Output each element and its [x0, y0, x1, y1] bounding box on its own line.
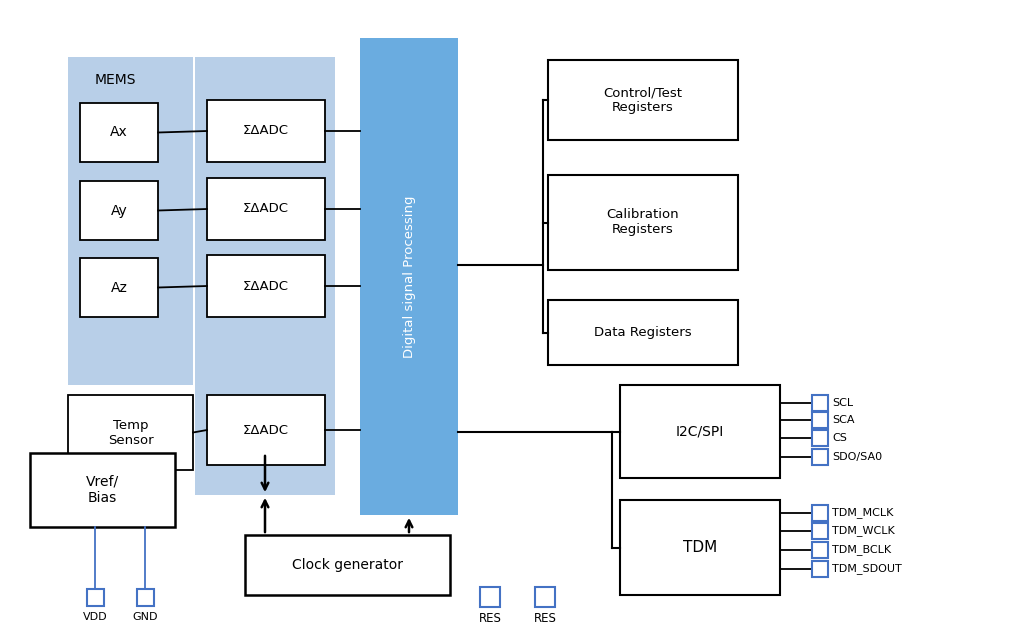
Bar: [535, 587, 555, 607]
Bar: [80, 258, 158, 317]
Text: TDM_WCLK: TDM_WCLK: [832, 526, 894, 536]
Text: RES: RES: [534, 613, 556, 625]
Bar: [480, 587, 500, 607]
Text: ΣΔADC: ΣΔADC: [243, 423, 289, 437]
Bar: [548, 60, 738, 140]
Text: SDO/SA0: SDO/SA0: [832, 452, 882, 462]
Text: Calibration
Registers: Calibration Registers: [607, 208, 680, 237]
Bar: [620, 500, 780, 595]
Text: I2C/SPI: I2C/SPI: [676, 425, 724, 439]
Text: Clock generator: Clock generator: [292, 558, 403, 572]
Text: Control/Test
Registers: Control/Test Registers: [604, 86, 683, 114]
Text: TDM_BCLK: TDM_BCLK: [832, 545, 891, 555]
Text: Ax: Ax: [110, 126, 128, 139]
Bar: [812, 523, 828, 539]
Text: VDD: VDD: [83, 612, 107, 622]
Text: ΣΔADC: ΣΔADC: [243, 203, 289, 216]
Bar: [86, 589, 103, 606]
Bar: [207, 100, 325, 162]
Text: Ay: Ay: [110, 204, 128, 218]
Text: TDM: TDM: [683, 540, 717, 555]
Bar: [812, 395, 828, 411]
Bar: [207, 255, 325, 317]
Text: SCL: SCL: [832, 398, 853, 408]
Bar: [245, 535, 450, 595]
Text: Temp
Sensor: Temp Sensor: [107, 418, 153, 447]
Bar: [812, 449, 828, 465]
Text: RES: RES: [478, 613, 501, 625]
Bar: [68, 395, 193, 470]
Text: GND: GND: [133, 612, 158, 622]
Bar: [812, 542, 828, 558]
Text: Vref/
Bias: Vref/ Bias: [86, 475, 120, 505]
Bar: [812, 430, 828, 446]
Bar: [68, 57, 193, 385]
Text: Digital signal Processing: Digital signal Processing: [402, 195, 415, 358]
Bar: [812, 412, 828, 428]
Text: TDM_MCLK: TDM_MCLK: [832, 507, 893, 519]
Text: ΣΔADC: ΣΔADC: [243, 124, 289, 138]
Bar: [548, 175, 738, 270]
Bar: [207, 395, 325, 465]
Text: MEMS: MEMS: [95, 73, 137, 87]
Bar: [620, 385, 780, 478]
Text: CS: CS: [832, 433, 847, 443]
Text: TDM_SDOUT: TDM_SDOUT: [832, 563, 902, 574]
Bar: [80, 181, 158, 240]
Bar: [207, 178, 325, 240]
Bar: [812, 505, 828, 521]
Bar: [548, 300, 738, 365]
Text: Data Registers: Data Registers: [595, 326, 692, 339]
Bar: [812, 561, 828, 577]
Bar: [137, 589, 154, 606]
Text: Az: Az: [110, 281, 128, 295]
Text: SCA: SCA: [832, 415, 855, 425]
Bar: [360, 38, 458, 515]
Bar: [30, 453, 175, 527]
Bar: [194, 57, 335, 495]
Bar: [80, 103, 158, 162]
Text: ΣΔADC: ΣΔADC: [243, 280, 289, 293]
